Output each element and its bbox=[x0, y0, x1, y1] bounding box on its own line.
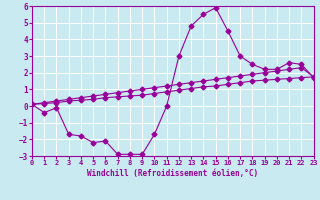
X-axis label: Windchill (Refroidissement éolien,°C): Windchill (Refroidissement éolien,°C) bbox=[87, 169, 258, 178]
